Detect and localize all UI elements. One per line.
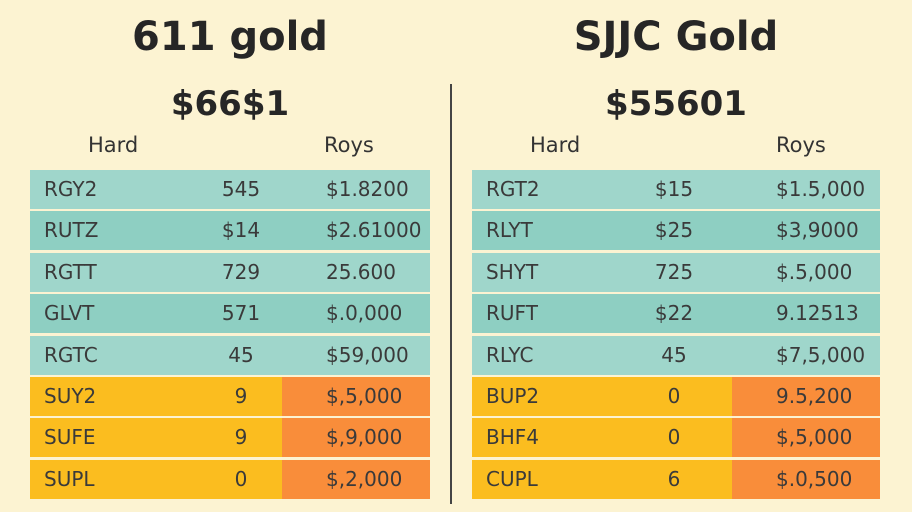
row-value: $3,9000 xyxy=(776,218,859,243)
row-qty: 45 xyxy=(661,342,687,367)
panel-title: SJJC Gold xyxy=(573,14,779,60)
column-headers: Hard Roys xyxy=(30,133,430,159)
row-value: $.0,500 xyxy=(732,459,880,499)
row-name: BHF4 xyxy=(486,425,539,450)
table-row: RLYT $25 $3,9000 xyxy=(472,211,880,251)
table-row: RUFT $22 9.12513 xyxy=(472,294,880,334)
row-value: 9.5,200 xyxy=(732,376,880,416)
header-col2: Roys xyxy=(324,133,374,157)
table-row: BHF4 0 $,5,000 xyxy=(472,418,880,458)
table-row: RGT2 $15 $1.5,000 xyxy=(472,170,880,209)
row-name: RUTZ xyxy=(44,218,99,243)
row-qty: 545 xyxy=(221,177,261,201)
table-row: RGY2 545 $1.8200 xyxy=(30,170,430,209)
table-row: GLVT 571 $.0,000 xyxy=(30,294,430,334)
row-name: SUY2 xyxy=(44,383,97,408)
row-name: RUFT xyxy=(486,301,538,326)
row-name: SUFE xyxy=(44,425,96,450)
row-qty: 725 xyxy=(654,259,694,284)
row-value: $1.5,000 xyxy=(776,177,866,201)
table-row: RUTZ $14 $2.61000 xyxy=(30,211,430,251)
table-row: RGTC 45 $59,000 xyxy=(30,335,430,375)
row-qty: 0 xyxy=(667,383,681,408)
table-row: SUFE 9 $,9,000 xyxy=(30,418,430,458)
table-row: BUP2 0 9.5,200 xyxy=(472,376,880,416)
column-headers: Hard Roys xyxy=(472,133,880,159)
row-value: $.5,000 xyxy=(776,259,853,284)
row-name: SHYT xyxy=(486,259,539,284)
header-col1: Hard xyxy=(88,133,139,157)
row-value: $,5,000 xyxy=(732,418,880,458)
price-table: RGY2 545 $1.8200 RUTZ $14 $2.61000 RGTT 729 25.6… xyxy=(30,170,430,501)
header-col2: Roys xyxy=(776,133,826,157)
row-name: RLYT xyxy=(486,218,533,243)
row-name: RGTT xyxy=(44,259,97,284)
table-row: SUY2 9 $,5,000 xyxy=(30,376,430,416)
row-value: $7,5,000 xyxy=(776,342,866,367)
row-name: GLVT xyxy=(44,301,95,326)
panel-price: $66$1 xyxy=(170,84,290,124)
row-value: $1.8200 xyxy=(326,177,409,201)
table-row: RLYC 45 $7,5,000 xyxy=(472,335,880,375)
row-qty: 571 xyxy=(221,301,261,326)
row-value: $,9,000 xyxy=(282,418,430,458)
row-qty: 9 xyxy=(234,383,248,408)
row-value: $,5,000 xyxy=(282,376,430,416)
table-row: RGTT 729 25.600 xyxy=(30,252,430,292)
row-name: BUP2 xyxy=(486,383,540,408)
row-qty: $25 xyxy=(654,218,694,243)
row-qty: $22 xyxy=(654,301,694,326)
panel-title: 611 gold xyxy=(132,14,328,60)
row-name: CUPL xyxy=(486,466,538,491)
table-row: SUPL 0 $,2,000 xyxy=(30,459,430,499)
row-name: RGT2 xyxy=(486,177,540,201)
row-value: $59,000 xyxy=(326,342,409,367)
row-qty: $14 xyxy=(221,218,261,243)
row-qty: 9 xyxy=(234,425,248,450)
row-qty: 6 xyxy=(667,466,681,491)
price-table: RGT2 $15 $1.5,000 RLYT $25 $3,9000 SHYT 725 $.5,… xyxy=(472,170,880,501)
row-value: 9.12513 xyxy=(776,301,859,326)
panel-price: $55601 xyxy=(605,84,747,124)
panel-divider xyxy=(450,84,452,504)
row-name: RLYC xyxy=(486,342,534,367)
row-qty: 45 xyxy=(228,342,254,367)
row-value: $2.61000 xyxy=(326,218,422,243)
row-value: 25.600 xyxy=(326,259,396,284)
table-row: SHYT 725 $.5,000 xyxy=(472,252,880,292)
row-value: $,2,000 xyxy=(282,459,430,499)
table-row: CUPL 6 $.0,500 xyxy=(472,459,880,499)
header-col1: Hard xyxy=(530,133,581,157)
row-value: $.0,000 xyxy=(326,301,403,326)
row-qty: $15 xyxy=(654,177,694,201)
row-qty: 729 xyxy=(221,259,261,284)
row-name: RGY2 xyxy=(44,177,98,201)
row-name: RGTC xyxy=(44,342,98,367)
row-name: SUPL xyxy=(44,466,95,491)
row-qty: 0 xyxy=(667,425,681,450)
row-qty: 0 xyxy=(234,466,248,491)
